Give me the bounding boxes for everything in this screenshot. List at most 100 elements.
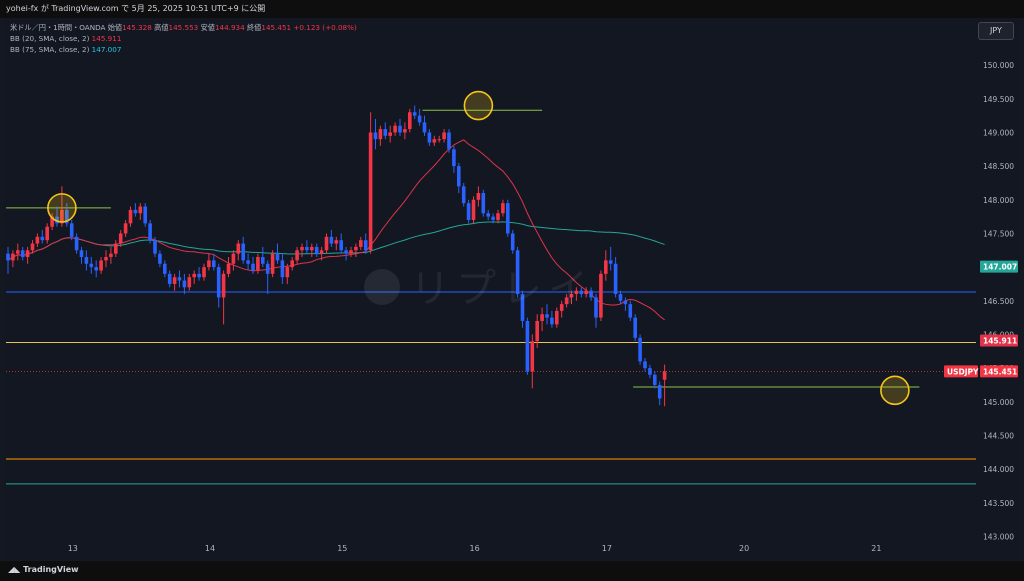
candle-body (633, 317, 637, 338)
low-value: 144.934 (214, 23, 245, 32)
candle-body (589, 290, 593, 298)
symbol-label[interactable]: 米ドル／円・1時間・OANDA (10, 23, 106, 32)
candle-body (202, 267, 206, 278)
candle-body (368, 132, 373, 251)
candle-body (163, 263, 167, 274)
bb75-value: 147.007 (91, 45, 122, 54)
brand-text: TradingView (23, 565, 79, 574)
y-tick-label: 149.500 (983, 95, 1014, 104)
replay-icon (364, 269, 400, 305)
candle-body (442, 132, 446, 140)
candle-body (79, 250, 84, 258)
candle-body (109, 253, 113, 258)
candle-body (50, 216, 54, 227)
candle-body (104, 257, 108, 261)
candle-body (427, 132, 432, 143)
highlight-circle (463, 90, 494, 121)
candle-body (167, 273, 172, 284)
candle-body (569, 294, 574, 298)
candle-body (393, 125, 397, 133)
tradingview-logo[interactable]: ◢◣ TradingView (8, 565, 79, 574)
last-price-tag-bg (980, 365, 1018, 378)
candle-body (388, 132, 392, 136)
high-label: 高値 (154, 23, 169, 32)
bb20-value: 145.911 (91, 34, 122, 43)
symbol-tag: USDJPY (947, 367, 979, 376)
candle-body (275, 253, 280, 261)
candle-body (594, 297, 598, 318)
publisher-line: yohei-fx が TradingView.com で 5月 25, 2025… (6, 4, 266, 13)
candle-body (25, 250, 30, 258)
candle-body (657, 384, 662, 399)
x-tick-label: 13 (68, 544, 78, 553)
low-label: 安値 (200, 23, 215, 32)
candle-body (55, 216, 59, 224)
bb75-price-tag-bg (980, 260, 1018, 273)
candle-body (295, 250, 299, 261)
candle-body (60, 209, 64, 224)
open-label: 始値 (107, 23, 123, 32)
candle-body (148, 223, 152, 241)
publisher-bar: yohei-fx が TradingView.com で 5月 25, 2025… (0, 0, 1024, 18)
candle-body (45, 226, 49, 241)
candle-body (241, 243, 245, 261)
candle-body (192, 273, 196, 278)
candle-body (177, 277, 182, 281)
candle-body (319, 250, 324, 254)
chart-pane[interactable] (4, 18, 1020, 560)
candle-body (74, 236, 79, 251)
candle-body (506, 203, 510, 234)
candle-body (515, 250, 520, 295)
candle-body (437, 139, 441, 141)
candle-body (236, 243, 241, 254)
bb75-price-tag: 147.007 (983, 263, 1017, 272)
candle-body (579, 290, 584, 295)
candle-body (422, 122, 427, 133)
candle-body (138, 206, 143, 214)
y-tick-label: 150.000 (983, 61, 1014, 70)
x-tick-label: 14 (205, 544, 215, 553)
candle-body (584, 290, 588, 295)
candle-body (265, 263, 270, 274)
replay-watermark: リプレイ (364, 256, 594, 314)
candle-body (476, 193, 481, 200)
y-tick-label: 144.000 (983, 465, 1014, 474)
candle-body (545, 314, 549, 318)
candle-body (559, 304, 564, 311)
candle-body (143, 206, 147, 224)
candle-body (378, 129, 383, 140)
candle-body (172, 277, 177, 284)
x-tick-label: 17 (602, 544, 612, 553)
candle-body (221, 273, 226, 298)
candle-body (604, 260, 608, 274)
candle-body (182, 280, 187, 288)
y-tick-label: 143.000 (983, 532, 1014, 541)
currency-button[interactable]: JPY (978, 22, 1014, 40)
candle-body (408, 112, 412, 130)
candle-body (344, 250, 348, 254)
bb20-price-tag: 145.911 (983, 336, 1017, 345)
candle-body (324, 236, 329, 251)
candle-body (261, 257, 265, 264)
bb75-row[interactable]: BB (75, SMA, close, 2) 147.007 (10, 44, 357, 55)
highlight-circle (47, 193, 77, 223)
candle-body (403, 129, 407, 133)
candle-body (471, 199, 476, 220)
candle-body (491, 216, 495, 220)
candle-body (35, 236, 40, 244)
y-tick-label: 147.500 (983, 229, 1014, 238)
candle-body (329, 236, 334, 244)
x-tick-label: 20 (739, 544, 749, 553)
bb20-row[interactable]: BB (20, SMA, close, 2) 145.911 (10, 33, 357, 44)
candle-body (530, 341, 535, 372)
candle-body (481, 193, 486, 214)
candle-body (30, 243, 35, 251)
candle-body (525, 320, 530, 372)
candle-body (118, 233, 123, 244)
candle-body (300, 246, 304, 251)
candle-body (599, 273, 603, 318)
y-tick-label: 148.500 (983, 162, 1014, 171)
candle-body (65, 209, 69, 224)
high-value: 145.553 (168, 23, 199, 32)
